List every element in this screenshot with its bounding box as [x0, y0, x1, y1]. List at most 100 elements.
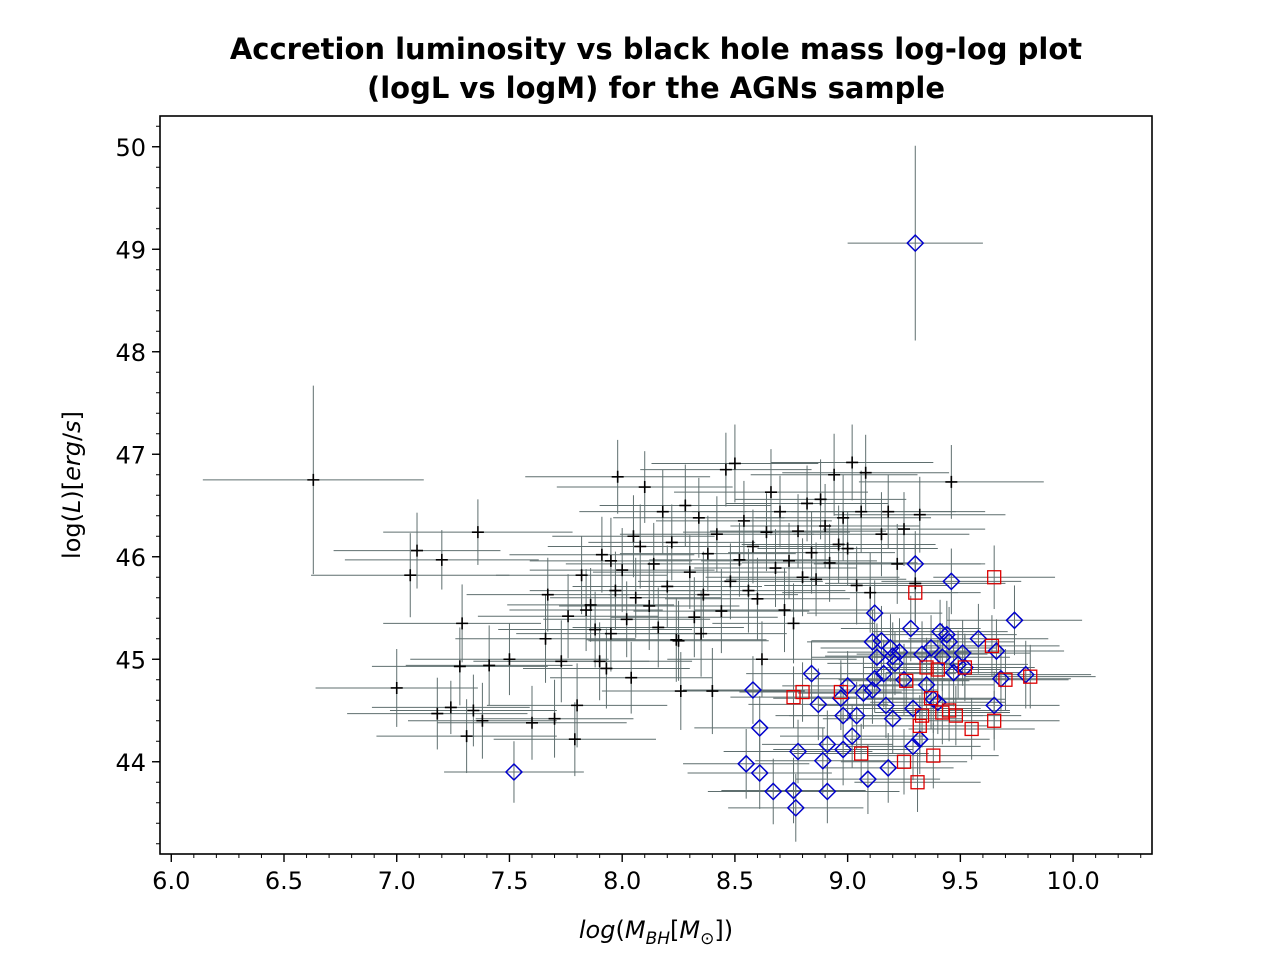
- data-point-plus: [307, 473, 320, 486]
- data-point-diamond: [854, 684, 873, 703]
- data-point-diamond: [802, 664, 821, 683]
- y-tick-label: 48: [115, 339, 146, 367]
- data-point-plus: [792, 525, 805, 538]
- data-point-plus: [909, 577, 922, 590]
- data-point-diamond: [858, 770, 877, 789]
- data-point-plus: [431, 707, 444, 720]
- data-point-diamond: [890, 643, 909, 662]
- data-point-plus: [609, 584, 622, 597]
- data-point-square: [896, 754, 912, 769]
- data-point-plus: [778, 604, 791, 617]
- data-point-plus: [787, 617, 800, 630]
- data-point-square: [957, 660, 973, 675]
- data-point-plus: [575, 569, 588, 582]
- data-point-square: [987, 570, 1002, 585]
- data-point-square: [833, 684, 849, 700]
- data-point-diamond: [831, 689, 850, 708]
- data-point-diamond: [955, 658, 974, 677]
- tick-layer: 6.0 6.5 7.0 7.5 8.0 8.5 9.0 9.5 10.0 44 45 46 47 48 49…: [115, 125, 1142, 895]
- data-point-diamond: [903, 737, 923, 756]
- data-point-diamond: [504, 762, 524, 782]
- x-tick-label: 7.5: [490, 867, 528, 895]
- data-point-plus: [710, 528, 723, 541]
- data-point-plus: [688, 611, 701, 624]
- data-point-plus: [751, 592, 764, 605]
- data-point-plus: [595, 548, 608, 561]
- data-point-square: [998, 672, 1013, 687]
- data-point-diamond: [928, 693, 947, 712]
- data-point-diamond: [847, 706, 866, 725]
- data-point-diamond: [937, 625, 956, 644]
- data-point-diamond: [867, 648, 887, 667]
- data-point-diamond: [813, 751, 832, 770]
- data-point-diamond: [764, 782, 783, 801]
- data-point-plus: [634, 540, 647, 553]
- data-point-plus: [783, 554, 796, 567]
- x-tick-label: 9.5: [941, 867, 979, 895]
- y-tick-label: 46: [115, 544, 146, 572]
- data-point-plus: [774, 505, 786, 518]
- data-point-diamond: [865, 604, 884, 623]
- y-tick-label: 49: [115, 236, 146, 264]
- data-point-diamond: [834, 706, 853, 725]
- data-point-plus: [672, 634, 685, 647]
- data-point-square: [908, 585, 923, 600]
- data-point-plus: [679, 499, 692, 512]
- data-point-plus: [467, 704, 480, 717]
- data-point-plus: [701, 547, 714, 560]
- data-point-plus: [805, 546, 818, 559]
- data-point-diamond: [901, 619, 920, 638]
- data-point-plus: [503, 653, 516, 666]
- data-point-plus: [670, 633, 683, 646]
- data-point-plus: [562, 610, 575, 623]
- data-point-square: [919, 660, 934, 675]
- data-point-plus: [697, 588, 710, 601]
- data-point-diamond: [906, 234, 925, 253]
- data-point-diamond: [818, 735, 837, 754]
- data-point-plus: [832, 538, 845, 551]
- data-point-square: [912, 718, 927, 734]
- data-point-plus: [823, 556, 836, 569]
- data-point-plus: [742, 584, 755, 597]
- data-point-diamond: [786, 798, 805, 817]
- data-point-plus: [837, 511, 850, 524]
- data-point-plus: [571, 699, 584, 712]
- data-point-plus: [390, 681, 403, 694]
- x-tick-label: 6.0: [152, 867, 190, 895]
- data-point-plus: [460, 730, 473, 743]
- data-point-plus: [600, 662, 613, 675]
- data-point-plus: [859, 466, 872, 479]
- data-point-square: [984, 638, 1000, 654]
- data-point-diamond: [874, 664, 893, 683]
- data-point-diamond: [940, 632, 959, 651]
- y-tick-label: 47: [115, 441, 146, 469]
- data-point-diamond: [933, 648, 952, 667]
- data-point-diamond: [843, 727, 862, 746]
- data-point-plus: [625, 671, 638, 684]
- data-point-plus: [444, 701, 457, 714]
- x-tick-label: 6.5: [265, 867, 303, 895]
- data-point-diamond: [788, 742, 808, 761]
- data-point-plus: [846, 456, 859, 469]
- data-point-diamond: [903, 699, 923, 718]
- data-point-plus: [760, 526, 773, 539]
- data-point-plus: [764, 486, 777, 499]
- chart-title-line-2: (logL vs logM) for the AGNs sample: [367, 71, 945, 105]
- data-point-plus: [453, 660, 466, 673]
- data-point-diamond: [750, 718, 769, 737]
- data-point-plus: [568, 733, 581, 746]
- y-axis-label: log(L)[erg/s]: [58, 411, 86, 559]
- data-point-plus: [539, 632, 552, 645]
- data-point-diamond: [969, 629, 988, 648]
- data-point-diamond: [1005, 611, 1024, 630]
- data-point-plus: [796, 571, 809, 584]
- data-point-diamond: [987, 641, 1006, 661]
- data-point-plus: [435, 553, 448, 566]
- data-point-plus: [456, 617, 469, 630]
- data-point-square: [910, 775, 925, 790]
- data-point-plus: [819, 520, 832, 532]
- data-point-plus: [471, 526, 484, 539]
- data-point-plus: [841, 542, 854, 555]
- x-tick-label: 8.0: [603, 867, 641, 895]
- data-point-plus: [746, 540, 759, 553]
